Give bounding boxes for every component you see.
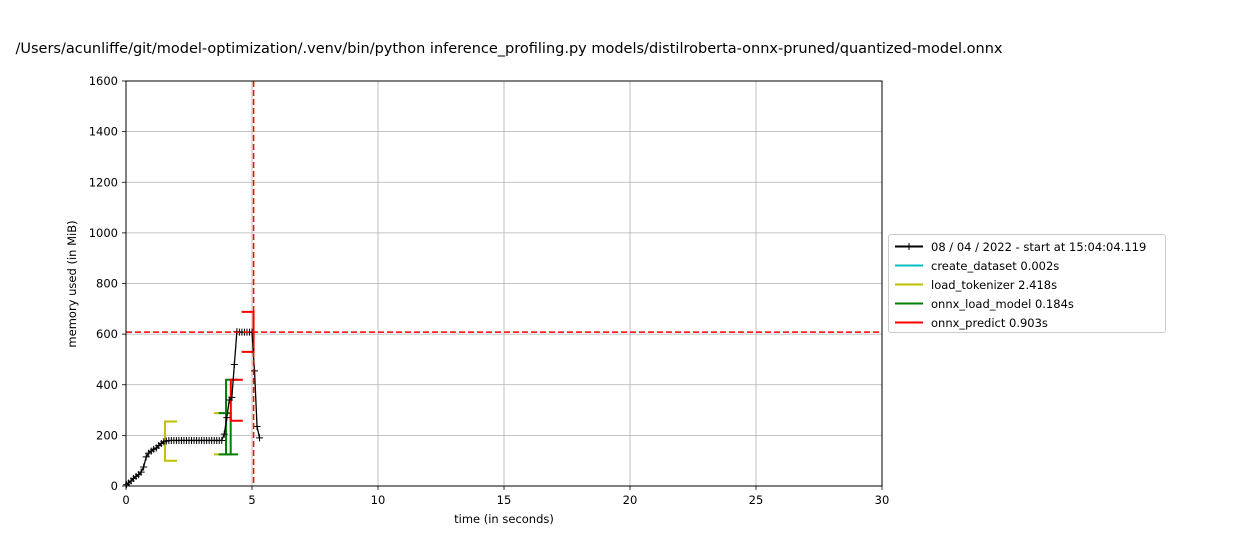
series-point — [251, 367, 259, 375]
x-tick-label: 10 — [371, 493, 386, 507]
x-tick-label: 5 — [248, 493, 255, 507]
legend-entry: create_dataset 0.002s — [889, 256, 1165, 275]
y-axis-ticks: 0 200 400 600 800 1000 1200 1400 1600 — [89, 74, 126, 493]
legend-label: load_tokenizer 2.418s — [931, 277, 1058, 292]
series-point — [256, 434, 264, 442]
series-point — [140, 463, 148, 471]
chart-title-text: /Users/acunliffe/git/model-optimization/… — [15, 41, 1003, 57]
y-tick-label: 1000 — [89, 226, 118, 240]
chart-title: /Users/acunliffe/git/model-optimization/… — [0, 41, 1260, 61]
series-point — [228, 393, 236, 401]
legend-swatch — [891, 275, 931, 294]
bracket-end — [218, 412, 232, 456]
legend-swatch — [891, 313, 931, 332]
legend-entry: load_tokenizer 2.418s — [889, 275, 1165, 294]
series-point — [223, 414, 231, 422]
series-point — [220, 430, 228, 438]
series-point — [218, 436, 226, 444]
y-tick-label: 400 — [96, 378, 118, 392]
y-tick-label: 600 — [96, 327, 118, 341]
x-tick-label: 15 — [497, 493, 512, 507]
legend-label: create_dataset 0.002s — [931, 258, 1060, 273]
legend-swatch — [891, 256, 931, 275]
y-tick-label: 800 — [96, 277, 118, 291]
series-point — [253, 423, 261, 431]
x-tick-label: 25 — [749, 493, 764, 507]
function-bracket-1 — [164, 412, 227, 462]
y-tick-label: 1200 — [89, 175, 118, 189]
y-axis-label: memory used (in MiB) — [65, 220, 79, 347]
legend-label: onnx_predict 0.903s — [931, 315, 1048, 330]
x-tick-label: 20 — [623, 493, 638, 507]
y-tick-label: 1400 — [89, 125, 118, 139]
y-tick-label: 0 — [111, 479, 118, 493]
y-tick-label: 1600 — [89, 74, 118, 88]
series-point — [142, 453, 150, 461]
legend: 08 / 04 / 2022 - start at 15:04:04.119 cr… — [888, 234, 1166, 333]
legend-entry: 08 / 04 / 2022 - start at 15:04:04.119 — [889, 237, 1165, 256]
x-axis-label: time (in seconds) — [454, 512, 554, 526]
legend-entry: onnx_load_model 0.184s — [889, 294, 1165, 313]
legend-swatch — [891, 294, 931, 313]
x-tick-label: 30 — [875, 493, 890, 507]
y-tick-label: 200 — [96, 428, 118, 442]
grid-lines — [125, 80, 883, 487]
series-line — [126, 330, 261, 486]
x-axis-ticks: 0 5 10 15 20 25 30 — [122, 486, 889, 507]
reference-lines — [126, 81, 882, 486]
legend-label: 08 / 04 / 2022 - start at 15:04:04.119 — [931, 239, 1147, 254]
legend-entry: onnx_predict 0.903s — [889, 313, 1165, 332]
legend-swatch — [891, 237, 931, 256]
legend-label: onnx_load_model 0.184s — [931, 296, 1074, 311]
series-point — [137, 468, 145, 476]
series-point — [230, 361, 238, 368]
x-tick-label: 0 — [122, 493, 129, 507]
